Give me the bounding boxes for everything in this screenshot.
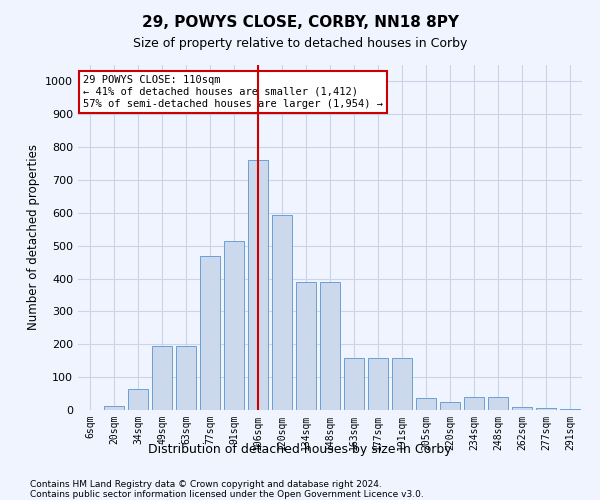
Bar <box>464 397 484 410</box>
Bar <box>560 409 580 410</box>
Bar <box>392 358 412 410</box>
Bar <box>224 241 244 410</box>
Text: Distribution of detached houses by size in Corby: Distribution of detached houses by size … <box>148 442 452 456</box>
Bar <box>296 282 316 410</box>
Bar <box>344 358 364 410</box>
Text: Contains HM Land Registry data © Crown copyright and database right 2024.: Contains HM Land Registry data © Crown c… <box>30 480 382 489</box>
Bar <box>440 402 460 410</box>
Text: Contains public sector information licensed under the Open Government Licence v3: Contains public sector information licen… <box>30 490 424 499</box>
Bar <box>512 406 532 410</box>
Bar <box>416 398 436 410</box>
Bar <box>272 214 292 410</box>
Bar <box>152 346 172 410</box>
Y-axis label: Number of detached properties: Number of detached properties <box>26 144 40 330</box>
Bar <box>368 358 388 410</box>
Bar <box>320 282 340 410</box>
Bar <box>176 346 196 410</box>
Text: Size of property relative to detached houses in Corby: Size of property relative to detached ho… <box>133 38 467 51</box>
Bar <box>104 406 124 410</box>
Text: 29, POWYS CLOSE, CORBY, NN18 8PY: 29, POWYS CLOSE, CORBY, NN18 8PY <box>142 15 458 30</box>
Text: 29 POWYS CLOSE: 110sqm
← 41% of detached houses are smaller (1,412)
57% of semi-: 29 POWYS CLOSE: 110sqm ← 41% of detached… <box>83 76 383 108</box>
Bar <box>200 256 220 410</box>
Bar <box>536 408 556 410</box>
Bar <box>488 397 508 410</box>
Bar <box>128 388 148 410</box>
Bar <box>248 160 268 410</box>
